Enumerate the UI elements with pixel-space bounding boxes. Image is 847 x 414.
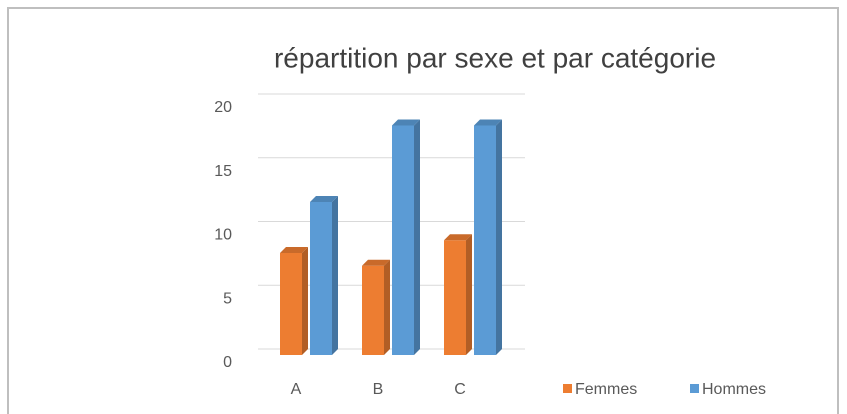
- bar: [474, 119, 502, 355]
- bar: [392, 119, 420, 355]
- bar-side: [466, 234, 472, 355]
- bar-top: [310, 196, 338, 202]
- bar-top: [474, 119, 502, 126]
- bar-front: [392, 125, 414, 355]
- chart-title: répartition par sexe et par catégorie: [274, 42, 716, 73]
- legend-label: Hommes: [702, 381, 766, 398]
- bar-side: [302, 247, 308, 355]
- bar-top: [362, 259, 390, 266]
- legend-label: Femmes: [575, 381, 637, 398]
- chart-border: [7, 7, 839, 414]
- y-tick-label: 20: [214, 99, 232, 116]
- bar-side: [414, 119, 420, 355]
- bar-front: [310, 202, 332, 355]
- bar: [362, 259, 390, 355]
- bar-front: [362, 265, 384, 355]
- bar-front: [474, 125, 496, 355]
- legend-swatch: [563, 384, 572, 393]
- y-tick-label: 15: [214, 163, 232, 180]
- bar: [310, 196, 338, 355]
- bar-side: [496, 119, 502, 355]
- bar-front: [280, 253, 302, 355]
- bar-side: [384, 259, 390, 355]
- bar: [280, 247, 308, 355]
- y-tick-label: 0: [223, 354, 232, 371]
- x-tick-label: A: [291, 381, 302, 398]
- bar-side: [332, 196, 338, 355]
- y-tick-label: 10: [214, 227, 232, 244]
- x-tick-label: C: [454, 381, 466, 398]
- bar-front: [444, 240, 466, 355]
- bar-top: [444, 234, 472, 241]
- bar-top: [392, 119, 420, 126]
- y-tick-label: 5: [223, 290, 232, 307]
- bar: [444, 234, 472, 355]
- legend-swatch: [690, 384, 699, 393]
- bar-top: [280, 247, 308, 253]
- x-tick-label: B: [373, 381, 384, 398]
